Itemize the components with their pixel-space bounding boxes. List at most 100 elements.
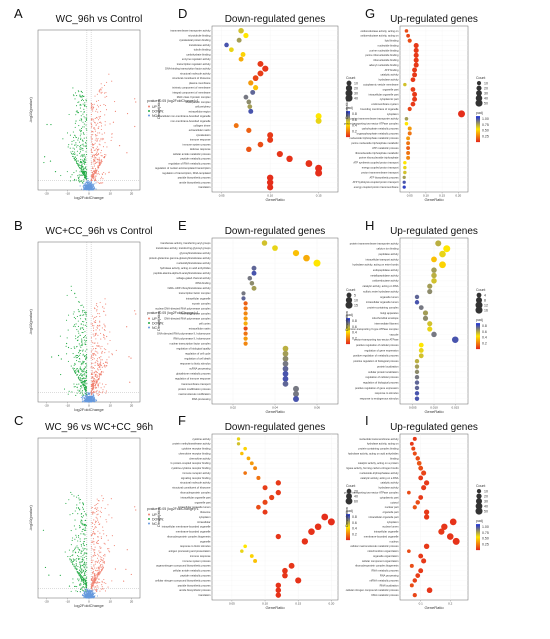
x-tick-label: 20 — [130, 404, 134, 408]
term-bubble — [439, 261, 446, 269]
up-point — [91, 175, 93, 177]
up-point — [111, 80, 113, 82]
up-point — [106, 359, 108, 361]
term-label: plasma membrane — [189, 81, 211, 85]
down-point — [86, 566, 88, 568]
down-point — [64, 551, 66, 553]
up-point — [106, 362, 108, 364]
up-point — [98, 90, 100, 92]
up-point — [93, 157, 95, 159]
term-bubble — [406, 141, 411, 146]
down-point — [49, 160, 52, 162]
down-point — [84, 334, 87, 337]
nc-point — [93, 188, 95, 190]
term-label: voltage-gated channel activity — [176, 276, 211, 280]
down-point — [83, 161, 85, 163]
down-point — [74, 551, 76, 553]
down-point — [72, 513, 74, 515]
x-tick-label: 20 — [130, 600, 134, 604]
up-point — [99, 516, 101, 518]
nc-point — [85, 592, 87, 594]
padj-tick-label: 0.6 — [352, 521, 357, 525]
up-point — [97, 149, 99, 151]
count-legend-dot — [476, 488, 482, 494]
term-bubble — [418, 348, 424, 353]
down-point — [81, 565, 84, 567]
down-point — [68, 549, 70, 551]
term-label: ribonucleotide binding — [373, 58, 399, 62]
term-label: purine ribonucleoside triphosphate — [359, 156, 399, 160]
down-point — [82, 149, 84, 151]
down-point — [84, 574, 86, 576]
nc-point — [84, 595, 87, 597]
up-point — [135, 101, 137, 103]
nc-point — [91, 400, 94, 402]
padj-legend-title: padj — [476, 111, 483, 115]
nc-point — [82, 400, 84, 402]
down-point — [83, 180, 85, 182]
down-point — [84, 158, 86, 160]
down-point — [72, 147, 74, 149]
down-point — [76, 356, 78, 359]
up-point — [90, 122, 92, 124]
down-point — [79, 171, 81, 173]
term-label: organelle lumen — [380, 295, 399, 299]
term-bubble — [431, 272, 437, 279]
down-point — [81, 577, 83, 579]
term-label: membrane-bounded organelle — [364, 534, 399, 538]
down-point — [85, 387, 87, 389]
up-point — [107, 548, 109, 550]
term-bubble — [243, 446, 247, 451]
up-point — [114, 568, 117, 570]
down-point — [86, 558, 88, 560]
up-point — [99, 324, 101, 326]
panel-letter: D — [178, 6, 187, 21]
down-point — [76, 346, 78, 348]
down-point — [66, 353, 68, 355]
down-point — [84, 331, 86, 333]
up-point — [91, 585, 93, 587]
up-point — [92, 380, 94, 382]
down-point — [81, 169, 83, 171]
down-point — [78, 561, 81, 563]
down-point — [80, 350, 82, 352]
down-point — [70, 590, 72, 592]
up-point — [94, 576, 97, 578]
x-tick-label: -10 — [66, 600, 71, 604]
down-point — [74, 362, 76, 365]
down-point — [84, 102, 86, 104]
term-label: ribonucleoprotein complex — [180, 490, 211, 494]
down-point — [78, 352, 80, 354]
legend-label: DOWN: — [152, 321, 164, 325]
term-label: positive regulation of biological proces… — [353, 359, 399, 363]
panel-letter: F — [178, 413, 186, 428]
up-point — [96, 303, 98, 305]
up-point — [95, 382, 97, 385]
up-point — [95, 135, 97, 137]
down-point — [84, 318, 86, 320]
x-tick-label: -20 — [44, 404, 49, 408]
up-point — [108, 550, 110, 552]
chart-title: Down-regulated genes — [225, 226, 326, 237]
down-point — [85, 340, 88, 342]
up-point — [97, 171, 99, 173]
down-point — [72, 551, 74, 553]
down-point — [66, 132, 69, 134]
term-label: oxidoreductase activity — [372, 279, 399, 283]
down-point — [81, 174, 83, 176]
up-point — [96, 374, 98, 376]
term-bubble — [246, 99, 252, 105]
down-point — [81, 393, 83, 395]
term-label: RNA localization — [380, 583, 399, 587]
term-bubble — [402, 185, 406, 189]
up-point — [97, 586, 99, 588]
up-point — [106, 81, 108, 83]
down-point — [80, 572, 82, 574]
term-label: hydrolase activity, acting on — [367, 442, 399, 446]
up-point — [94, 383, 97, 385]
down-point — [68, 144, 70, 146]
nc-point — [89, 400, 91, 402]
down-point — [59, 335, 61, 337]
term-bubble — [282, 370, 289, 377]
up-point — [97, 500, 99, 502]
